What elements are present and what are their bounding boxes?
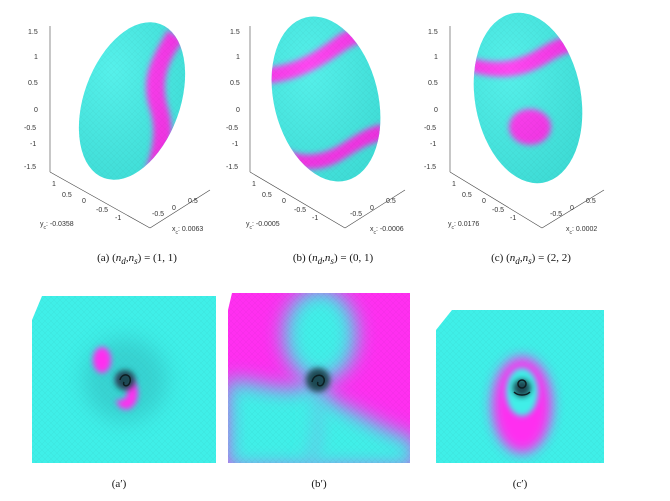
panel-b-ellipsoid <box>260 4 397 194</box>
y-tick: 0 <box>82 198 86 205</box>
z-tick: -0.5 <box>24 125 36 132</box>
z-tick: 0 <box>434 107 438 114</box>
panel-a-ellipsoid <box>60 7 206 195</box>
z-tick: 1 <box>434 54 438 61</box>
panel-c-x-ticks: -0.5 0 0.5 <box>550 198 596 218</box>
y-tick: 0 <box>482 198 486 205</box>
z-tick: 1 <box>236 54 240 61</box>
z-tick: -1.5 <box>24 164 36 171</box>
caption-c: (c) (nd,ns) = (2, 2) <box>491 252 571 267</box>
panel-c-y-axis-label: yc: 0.0176 <box>448 221 479 231</box>
z-tick: 0.5 <box>28 80 38 87</box>
panel-a-x-ticks: -0.5 0 0.5 <box>152 198 198 218</box>
y-tick: 1 <box>452 181 456 188</box>
x-tick: -0.5 <box>350 211 362 218</box>
panel-a-x-axis-label: xc: 0.0063 <box>172 226 203 236</box>
y-tick: -0.5 <box>96 207 108 214</box>
z-tick: 0.5 <box>230 80 240 87</box>
panel-a-z-ticks: 1.5 1 0.5 0 -0.5 -1 -1.5 <box>24 29 38 171</box>
z-tick: 1.5 <box>230 29 240 36</box>
x-tick: 0.5 <box>188 198 198 205</box>
panel-b-x-axis-label: xc: -0.0006 <box>370 226 404 236</box>
panel-c-y-ticks: 1 0.5 0 -0.5 -1 <box>452 181 516 222</box>
y-tick: -0.5 <box>492 207 504 214</box>
caption-a-prime: (a′) <box>111 478 127 490</box>
z-tick: -1 <box>30 141 36 148</box>
z-tick: 0 <box>34 107 38 114</box>
panel-b-x-ticks: -0.5 0 0.5 <box>350 198 396 218</box>
panel-a-axes <box>49 26 211 229</box>
panel-a-prime-flattened <box>32 296 216 463</box>
panel-c-axes <box>449 26 605 229</box>
x-tick: 0.5 <box>586 198 596 205</box>
z-tick: 1 <box>34 54 38 61</box>
panel-c-ellipsoid <box>460 4 596 192</box>
panel-c-z-ticks: 1.5 1 0.5 0 -0.5 -1 -1.5 <box>424 29 438 171</box>
panel-c-prime-flattened <box>436 310 604 463</box>
y-tick: -1 <box>510 215 516 222</box>
z-tick: -1.5 <box>226 164 238 171</box>
z-tick: 0 <box>236 107 240 114</box>
z-tick: -1 <box>232 141 238 148</box>
x-tick: 0 <box>570 205 574 212</box>
z-tick: 0.5 <box>428 80 438 87</box>
caption-b-prime: (b′) <box>311 478 327 490</box>
caption-a: (a) (nd,ns) = (1, 1) <box>97 252 177 267</box>
z-tick: 1.5 <box>428 29 438 36</box>
caption-c-prime: (c′) <box>512 478 528 490</box>
panel-b-y-axis-label: yc: -0.0005 <box>246 221 280 231</box>
x-tick: 0 <box>370 205 374 212</box>
panel-c-x-axis-label: xc: 0.0002 <box>566 226 597 236</box>
panel-a-y-ticks: 1 0.5 0 -0.5 -1 <box>52 181 121 222</box>
y-tick: 1 <box>52 181 56 188</box>
caption-b: (b) (nd,ns) = (0, 1) <box>292 252 374 267</box>
y-tick: 0.5 <box>262 192 272 199</box>
y-tick: -1 <box>115 215 121 222</box>
x-tick: -0.5 <box>550 211 562 218</box>
y-tick: 1 <box>252 181 256 188</box>
panel-b-y-ticks: 1 0.5 0 -0.5 -1 <box>252 181 318 222</box>
z-tick: -1.5 <box>424 164 436 171</box>
y-tick: 0.5 <box>62 192 72 199</box>
z-tick: 1.5 <box>28 29 38 36</box>
z-tick: -0.5 <box>226 125 238 132</box>
x-tick: 0 <box>172 205 176 212</box>
z-tick: -1 <box>430 141 436 148</box>
y-tick: 0 <box>282 198 286 205</box>
panel-b-prime-flattened <box>228 293 410 463</box>
panel-b-z-ticks: 1.5 1 0.5 0 -0.5 -1 -1.5 <box>226 29 240 171</box>
y-tick: 0.5 <box>462 192 472 199</box>
panel-a-y-axis-label: yc: -0.0358 <box>40 221 74 231</box>
x-tick: -0.5 <box>152 211 164 218</box>
panel-b-axes <box>249 26 406 229</box>
y-tick: -1 <box>312 215 318 222</box>
x-tick: 0.5 <box>386 198 396 205</box>
y-tick: -0.5 <box>294 207 306 214</box>
z-tick: -0.5 <box>424 125 436 132</box>
